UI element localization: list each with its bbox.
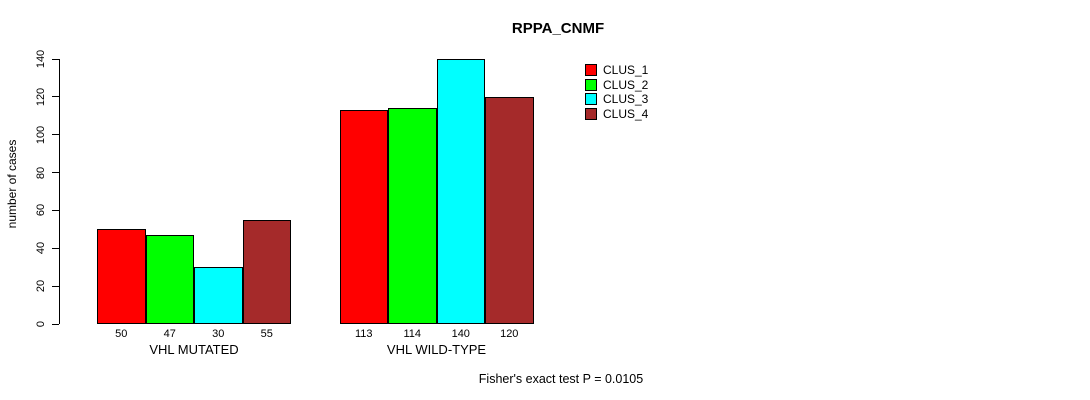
legend-item-clus_1: CLUS_1 (585, 63, 648, 78)
bar-clus_3-1 (194, 267, 243, 324)
legend-swatch-icon (585, 64, 597, 77)
chart-title: RPPA_CNMF (511, 20, 605, 37)
bar-value-label: 113 (354, 328, 373, 340)
legend-label: CLUS_2 (603, 77, 649, 92)
y-axis-tick (52, 58, 59, 60)
legend-swatch-icon (585, 78, 597, 91)
bar-clus_3-2 (436, 59, 485, 324)
bar-value-label: 120 (500, 328, 519, 340)
y-axis-tick-label: 80 (35, 166, 47, 179)
y-axis-tick-label: 0 (35, 320, 47, 328)
y-axis-tick-label: 40 (35, 242, 47, 255)
legend-label: CLUS_1 (603, 63, 649, 78)
y-axis-tick (52, 209, 59, 211)
bar-clus_1-1 (97, 229, 146, 324)
bar-clus_1-2 (339, 110, 388, 324)
legend: CLUS_1 CLUS_2 CLUS_3 CLUS_4 (585, 63, 648, 121)
y-axis-line (59, 59, 60, 324)
bar-clus_2-1 (145, 235, 194, 324)
y-axis-tick-label: 60 (35, 204, 47, 217)
y-axis-tick (52, 247, 59, 249)
bar-clus_4-2 (485, 96, 534, 324)
bar-value-label: 140 (451, 328, 470, 340)
y-axis-tick (52, 172, 59, 174)
y-axis-tick-label: 140 (35, 49, 47, 69)
bar-value-label: 114 (403, 328, 422, 340)
y-axis-label: number of cases (5, 139, 19, 229)
bar-value-label: 55 (260, 328, 273, 340)
legend-swatch-icon (585, 93, 597, 106)
y-axis-tick-label: 20 (35, 280, 47, 293)
bar-value-label: 30 (212, 328, 225, 340)
y-axis-tick-label: 100 (35, 125, 47, 144)
y-axis-tick-label: 120 (35, 87, 47, 107)
legend-label: CLUS_3 (603, 92, 649, 107)
y-axis-tick (52, 96, 59, 98)
bar-clus_4-1 (242, 219, 291, 324)
legend-item-clus_3: CLUS_3 (585, 92, 648, 107)
legend-item-clus_4: CLUS_4 (585, 107, 648, 122)
legend-swatch-icon (585, 107, 597, 120)
bar-clus_2-2 (388, 108, 437, 324)
legend-label: CLUS_4 (603, 106, 649, 121)
fisher-test-annotation: Fisher's exact test P = 0.0105 (478, 372, 644, 386)
bar-value-label: 50 (115, 328, 128, 340)
y-axis-tick (52, 134, 59, 136)
y-axis-tick (52, 285, 59, 287)
y-axis-tick (52, 323, 59, 325)
x-axis-group-label: VHL WILD-TYPE (386, 342, 487, 357)
x-axis-group-label: VHL MUTATED (149, 342, 239, 357)
legend-item-clus_2: CLUS_2 (585, 78, 648, 93)
bar-value-label: 47 (163, 328, 176, 340)
